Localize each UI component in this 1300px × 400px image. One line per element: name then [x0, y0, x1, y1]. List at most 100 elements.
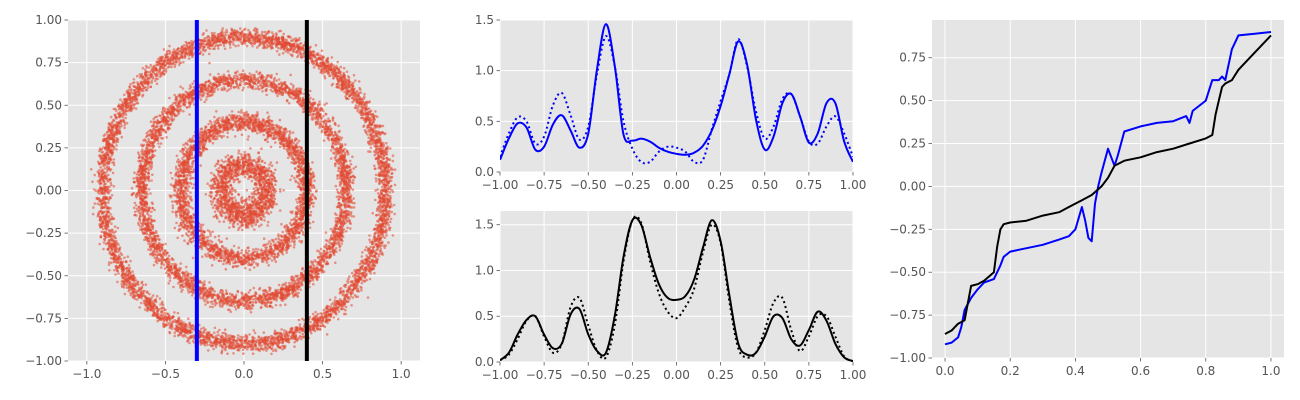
scatter-point	[237, 149, 241, 152]
scatter-point	[257, 178, 261, 182]
scatter-point	[284, 303, 287, 307]
scatter-point	[226, 154, 230, 157]
scatter-point	[224, 155, 228, 159]
scatter-point	[182, 222, 185, 225]
scatter-point	[216, 187, 220, 190]
scatter-point	[258, 225, 261, 228]
scatter-point	[274, 260, 278, 264]
scatter-point	[294, 231, 298, 235]
scatter-point	[267, 264, 271, 267]
scatter-point	[290, 148, 294, 151]
scatter-point	[259, 184, 263, 187]
scatter-point	[308, 188, 312, 192]
scatter-point	[217, 234, 221, 238]
scatter-point	[251, 203, 255, 207]
scatter-point	[228, 166, 232, 170]
scatter-point	[234, 175, 238, 178]
scatter-point	[253, 189, 257, 193]
scatter-point	[201, 239, 204, 243]
scatter-point	[257, 181, 261, 184]
scatter-point	[216, 130, 220, 133]
scatter-point	[248, 120, 251, 124]
scatter-point	[183, 153, 187, 157]
scatter-point	[238, 180, 242, 183]
scatter-point	[301, 215, 305, 219]
scatter-point	[200, 127, 204, 130]
scatter-point	[211, 183, 215, 187]
scatter-point	[250, 179, 254, 183]
scatter-point	[282, 189, 286, 192]
scatter-point	[187, 234, 190, 238]
scatter-point	[297, 139, 301, 143]
scatter-point	[293, 235, 297, 239]
scatter-point	[220, 240, 224, 243]
scatter-point	[299, 180, 303, 183]
scatter-point	[214, 176, 218, 180]
scatter-point	[283, 127, 287, 131]
scatter-point	[189, 149, 192, 152]
scatter-point	[298, 196, 302, 200]
scatter-point	[249, 147, 252, 150]
scatter-point	[258, 173, 262, 176]
y-tick-label: 0.25	[35, 141, 62, 155]
scatter-point	[235, 119, 239, 123]
scatter-point	[246, 254, 249, 258]
scatter-point	[249, 203, 253, 207]
scatter-point	[227, 259, 230, 263]
scatter-point	[179, 174, 183, 177]
scatter-point	[246, 138, 250, 141]
scatter-point	[246, 115, 249, 119]
scatter-point	[266, 224, 270, 227]
scatter-point	[254, 221, 258, 224]
scatter-point	[266, 116, 270, 120]
scatter-point	[244, 128, 247, 132]
scatter-point	[191, 236, 195, 239]
scatter-point	[169, 171, 173, 175]
scatter-point	[239, 153, 243, 156]
scatter-point	[286, 149, 289, 152]
scatter-point	[188, 157, 191, 160]
scatter-point	[263, 196, 266, 200]
scatter-point	[175, 213, 178, 216]
scatter-point	[315, 189, 318, 193]
scatter-point	[300, 206, 303, 209]
scatter-point	[188, 172, 192, 175]
scatter-point	[255, 186, 258, 189]
scatter-point	[240, 251, 243, 255]
scatter-point	[234, 168, 237, 171]
scatter-point	[264, 243, 268, 247]
scatter-point	[159, 266, 163, 269]
scatter-point	[250, 210, 254, 213]
scatter-point	[247, 206, 251, 209]
scatter-point	[272, 194, 276, 198]
scatter-point	[291, 131, 295, 134]
scatter-point	[302, 226, 305, 229]
scatter-point	[209, 125, 213, 129]
scatter-point	[232, 225, 236, 229]
scatter-point	[177, 206, 181, 210]
scatter-point	[248, 126, 252, 130]
scatter-point	[287, 136, 291, 139]
scatter-point	[314, 197, 318, 201]
scatter-point	[283, 225, 286, 229]
scatter-point	[216, 179, 219, 182]
scatter-point	[242, 165, 245, 168]
scatter-point	[234, 123, 238, 126]
scatter-point	[294, 167, 297, 170]
scatter-point	[235, 265, 238, 268]
scatter-point	[223, 205, 227, 209]
scatter-point	[221, 176, 224, 180]
scatter-point	[298, 170, 301, 174]
scatter-point	[312, 205, 315, 208]
scatter-point	[296, 156, 300, 160]
scatter-point	[217, 259, 221, 263]
scatter-point	[177, 170, 180, 173]
scatter-point	[253, 213, 256, 216]
y-tick-label: 1.00	[35, 13, 62, 27]
scatter-point	[274, 141, 277, 144]
scatter-point	[186, 242, 190, 246]
scatter-point	[190, 240, 193, 244]
scatter-point	[178, 182, 182, 186]
scatter-point	[200, 232, 203, 236]
scatter-point	[206, 239, 209, 242]
